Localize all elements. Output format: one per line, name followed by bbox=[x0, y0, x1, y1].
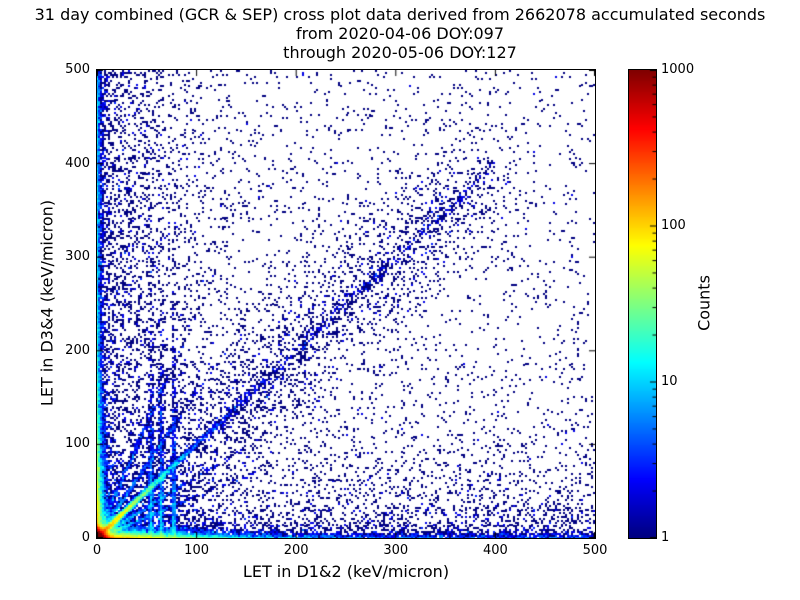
x-tick-label: 0 bbox=[92, 543, 102, 558]
y-tick-label: 400 bbox=[65, 155, 90, 171]
x-tick-label: 400 bbox=[482, 543, 508, 558]
x-axis-label: LET in D1&2 (keV/micron) bbox=[242, 562, 450, 581]
colorbar-label: Counts bbox=[694, 275, 714, 331]
y-tick-label: 300 bbox=[65, 249, 90, 265]
colorbar-tick-label: 1000 bbox=[661, 62, 695, 77]
colorbar-canvas bbox=[629, 70, 656, 538]
colorbar-tick-label: 100 bbox=[661, 218, 686, 233]
y-tick-label: 200 bbox=[65, 342, 90, 358]
y-axis-label: LET in D3&4 (keV/micron) bbox=[37, 199, 57, 407]
x-tick-label: 100 bbox=[184, 543, 209, 558]
colorbar-tick-label: 10 bbox=[661, 374, 678, 389]
figure-title-line-3: through 2020-05-06 DOY:127 bbox=[283, 43, 517, 62]
y-tick-label: 500 bbox=[65, 62, 90, 77]
x-tick-label: 200 bbox=[283, 543, 309, 558]
x-tick-label: 300 bbox=[383, 543, 409, 558]
x-tick-label: 500 bbox=[582, 543, 608, 558]
y-tick-label: 100 bbox=[65, 436, 90, 452]
figure-title-line-2: from 2020-04-06 DOY:097 bbox=[295, 24, 504, 43]
colorbar bbox=[628, 69, 657, 539]
colorbar-tick-label: 1 bbox=[661, 530, 670, 545]
plot-area bbox=[96, 69, 596, 539]
figure-title-line-1: 31 day combined (GCR & SEP) cross plot d… bbox=[34, 5, 766, 24]
y-tick-label: 0 bbox=[81, 530, 90, 545]
scatter-canvas bbox=[97, 70, 595, 538]
